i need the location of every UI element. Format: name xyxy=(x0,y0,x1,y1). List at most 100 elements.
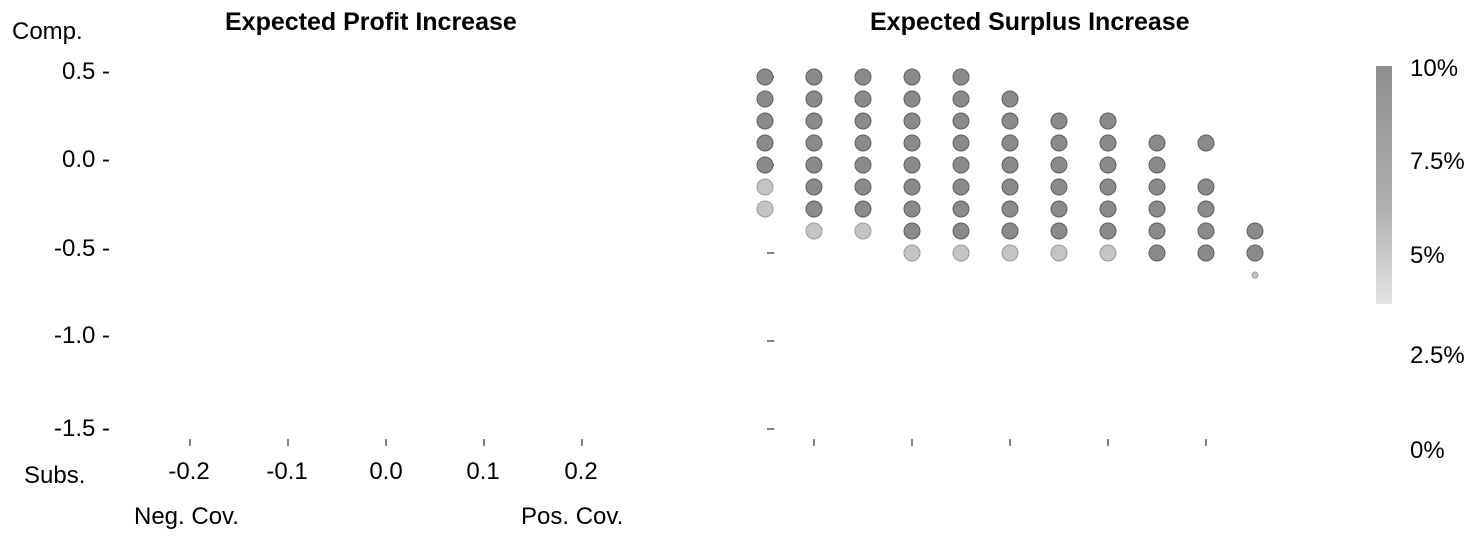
data-point xyxy=(1001,134,1019,152)
data-point xyxy=(903,200,921,218)
data-point xyxy=(1099,112,1117,130)
x-tick-2: 0.0 xyxy=(369,458,403,485)
data-point xyxy=(1099,222,1117,240)
data-point xyxy=(1148,178,1166,196)
data-point xyxy=(854,222,872,240)
data-point xyxy=(903,222,921,240)
data-point xyxy=(756,156,774,174)
data-point xyxy=(805,222,823,240)
data-point xyxy=(805,134,823,152)
data-point xyxy=(1246,222,1264,240)
colorbar-label-10: 10% xyxy=(1410,55,1459,82)
data-point xyxy=(1148,134,1166,152)
data-point xyxy=(756,90,774,108)
data-point xyxy=(1001,200,1019,218)
data-point xyxy=(805,178,823,196)
data-point xyxy=(1050,156,1068,174)
colorbar-label-2-5: 2.5% xyxy=(1410,342,1465,369)
surplus-chart-title: Expected Surplus Increase xyxy=(870,8,1190,36)
data-point xyxy=(952,90,970,108)
data-point xyxy=(854,134,872,152)
data-point xyxy=(756,112,774,130)
x-tick-1: -0.1 xyxy=(266,458,308,485)
data-point xyxy=(1050,244,1068,262)
data-point xyxy=(854,112,872,130)
data-point xyxy=(1001,222,1019,240)
data-point xyxy=(952,178,970,196)
data-point xyxy=(1001,112,1019,130)
data-point xyxy=(1251,271,1259,279)
data-point xyxy=(756,68,774,86)
x-tick-3: 0.1 xyxy=(466,458,500,485)
data-point xyxy=(903,244,921,262)
data-point xyxy=(1050,134,1068,152)
data-point xyxy=(952,134,970,152)
data-point xyxy=(952,244,970,262)
x-axis-left-label: Neg. Cov. xyxy=(134,503,239,530)
data-point xyxy=(1099,200,1117,218)
data-point xyxy=(952,156,970,174)
x-tick-4: 0.2 xyxy=(564,458,598,485)
data-point xyxy=(1197,200,1215,218)
data-point xyxy=(952,68,970,86)
data-point xyxy=(1197,222,1215,240)
data-point xyxy=(903,178,921,196)
data-point xyxy=(1001,244,1019,262)
colorbar-label-7-5: 7.5% xyxy=(1410,148,1465,175)
data-point xyxy=(1148,244,1166,262)
data-point xyxy=(1050,222,1068,240)
colorbar xyxy=(1376,66,1392,304)
profit-chart-title: Expected Profit Increase xyxy=(225,8,517,36)
data-point xyxy=(1246,244,1264,262)
data-point xyxy=(1099,244,1117,262)
data-point xyxy=(854,68,872,86)
data-point xyxy=(1197,134,1215,152)
data-point xyxy=(1148,222,1166,240)
x-axis-right-label: Pos. Cov. xyxy=(521,503,624,530)
data-point xyxy=(756,200,774,218)
y-tick-4: -1.5 - xyxy=(53,415,110,442)
y-tick-3: -1.0 - xyxy=(53,322,110,349)
data-point xyxy=(1099,156,1117,174)
data-point xyxy=(952,222,970,240)
colorbar-label-5: 5% xyxy=(1410,242,1445,269)
data-point xyxy=(952,112,970,130)
colorbar-label-0: 0% xyxy=(1410,437,1445,464)
y-axis-top-label: Comp. xyxy=(12,18,83,45)
data-point xyxy=(1197,178,1215,196)
data-point xyxy=(1050,178,1068,196)
data-point xyxy=(854,90,872,108)
data-point xyxy=(903,156,921,174)
data-point xyxy=(1050,200,1068,218)
data-point xyxy=(1148,200,1166,218)
data-point xyxy=(756,178,774,196)
data-point xyxy=(952,200,970,218)
data-point xyxy=(805,156,823,174)
data-point xyxy=(805,200,823,218)
data-point xyxy=(1001,90,1019,108)
data-point xyxy=(1197,244,1215,262)
y-axis-bottom-label: Subs. xyxy=(24,462,86,489)
data-point xyxy=(854,200,872,218)
data-point xyxy=(805,68,823,86)
data-point xyxy=(903,90,921,108)
y-tick-2: -0.5 - xyxy=(53,235,110,262)
data-point xyxy=(903,112,921,130)
data-point xyxy=(1099,178,1117,196)
data-point xyxy=(1148,156,1166,174)
data-point xyxy=(1001,178,1019,196)
data-point xyxy=(1001,156,1019,174)
data-point xyxy=(805,90,823,108)
y-tick-0: 0.5 - xyxy=(61,58,110,85)
x-tick-0: -0.2 xyxy=(168,458,210,485)
data-point xyxy=(854,178,872,196)
data-point xyxy=(1050,112,1068,130)
data-point xyxy=(756,134,774,152)
data-point xyxy=(854,156,872,174)
data-point xyxy=(903,134,921,152)
data-point xyxy=(903,68,921,86)
data-point xyxy=(1099,134,1117,152)
y-tick-1: 0.0 - xyxy=(61,146,110,173)
data-point xyxy=(805,112,823,130)
